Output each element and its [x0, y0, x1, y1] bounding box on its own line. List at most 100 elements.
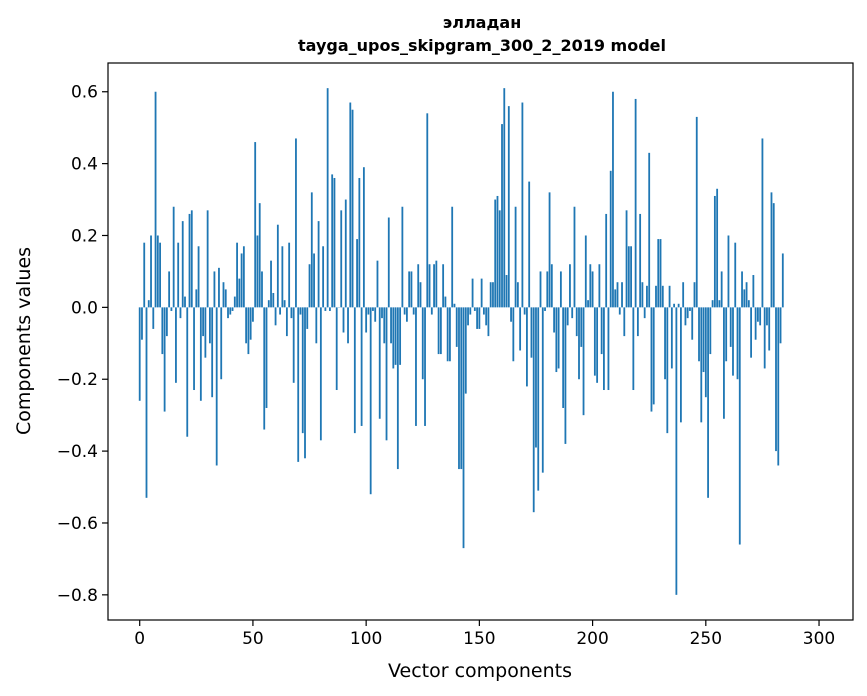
bar — [181, 221, 184, 308]
bar — [516, 282, 519, 308]
bar — [206, 210, 209, 308]
y-tick-label: −0.8 — [57, 586, 98, 606]
bar — [378, 307, 381, 419]
bar — [569, 264, 571, 308]
bar — [179, 307, 182, 319]
bar — [621, 282, 623, 308]
bar — [172, 206, 175, 308]
bar — [571, 307, 574, 319]
y-tick-label: 0.4 — [71, 155, 98, 175]
bar — [480, 278, 483, 308]
bar — [138, 307, 141, 401]
bar — [770, 192, 773, 308]
bar — [415, 307, 417, 426]
bar — [322, 246, 325, 308]
bar — [707, 307, 709, 498]
bar — [367, 307, 370, 315]
bar — [541, 307, 544, 473]
bar — [381, 307, 383, 319]
chart-title: элладан — [443, 13, 522, 32]
bar — [156, 235, 159, 308]
bar — [299, 307, 302, 315]
bar — [704, 307, 707, 398]
bar — [242, 246, 245, 308]
bar — [745, 282, 748, 308]
bar — [256, 235, 259, 308]
bar — [292, 307, 295, 383]
bar — [779, 307, 782, 344]
bar — [353, 307, 356, 434]
bar — [736, 307, 739, 380]
bar — [718, 300, 721, 308]
bar — [301, 307, 304, 434]
bar — [600, 307, 603, 355]
x-tick-label: 250 — [690, 629, 722, 649]
bar — [664, 307, 666, 380]
bar — [211, 307, 214, 398]
bar — [691, 307, 694, 340]
bar — [231, 307, 234, 311]
bar — [247, 307, 250, 355]
bar — [566, 307, 569, 326]
x-axis-ticks: 0 50 100 150 200 250 300 — [134, 620, 835, 649]
bar — [331, 174, 334, 308]
bar — [677, 303, 680, 308]
bar — [356, 239, 358, 308]
bar — [752, 275, 755, 308]
bar — [283, 300, 286, 308]
bar — [496, 195, 499, 308]
bar — [193, 307, 195, 391]
bar — [190, 210, 193, 308]
bar — [482, 307, 485, 315]
bar — [584, 235, 587, 308]
bar — [199, 307, 202, 401]
bar — [614, 289, 617, 308]
bar — [716, 188, 719, 308]
bar — [442, 264, 445, 308]
bar — [412, 307, 415, 315]
bar — [686, 307, 689, 319]
bar — [605, 213, 608, 308]
bar — [396, 307, 399, 470]
bar — [537, 307, 540, 491]
bar — [435, 260, 438, 308]
bar — [165, 307, 168, 337]
bar — [487, 307, 490, 337]
bar — [657, 239, 660, 308]
bar — [288, 242, 291, 308]
bar — [598, 264, 601, 308]
bar — [523, 307, 526, 315]
bar — [401, 206, 404, 308]
bar — [163, 307, 166, 412]
y-tick-label: 0.0 — [71, 298, 98, 318]
bar — [578, 307, 580, 380]
bar — [340, 210, 343, 308]
bar — [453, 303, 456, 308]
bar — [319, 307, 322, 441]
bar — [489, 282, 492, 308]
bar — [519, 307, 522, 351]
bar — [254, 142, 257, 308]
bar — [485, 307, 488, 326]
bar — [587, 300, 589, 308]
x-tick-label: 300 — [803, 629, 835, 649]
bar — [591, 271, 594, 308]
bar — [695, 116, 698, 308]
bar — [245, 307, 248, 344]
y-tick-label: −0.6 — [57, 514, 98, 534]
bar — [593, 307, 596, 376]
bar — [641, 282, 644, 308]
y-axis-label: Components values — [13, 247, 35, 435]
bar — [639, 213, 642, 308]
bar — [548, 192, 551, 308]
bar — [374, 307, 377, 322]
bar — [750, 307, 752, 358]
bar — [240, 253, 243, 308]
bar — [403, 307, 406, 315]
bar — [426, 113, 429, 308]
bar — [276, 224, 279, 308]
bar — [147, 300, 150, 308]
bar — [521, 102, 524, 308]
bar — [625, 210, 628, 308]
bar — [723, 307, 725, 419]
